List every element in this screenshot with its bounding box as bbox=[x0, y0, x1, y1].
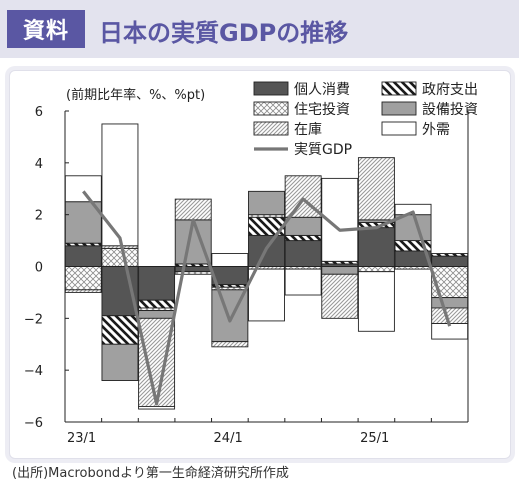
bar-segment-2-23-3 bbox=[138, 299, 176, 309]
bar-segment-3-23-2 bbox=[101, 247, 139, 267]
bar-segment-6-23-3 bbox=[138, 406, 176, 410]
legend-label-2: 政府支出 bbox=[422, 82, 478, 98]
bar-segment-4-24-2 bbox=[248, 190, 285, 216]
legend-swatch-2 bbox=[381, 81, 417, 96]
bar-segment-1-23-1 bbox=[64, 245, 102, 267]
bar-segment-1-25-3 bbox=[431, 255, 469, 267]
x-tick-label: 24/1 bbox=[214, 431, 243, 446]
gdp-line bbox=[82, 190, 452, 406]
y-tick-label: 6 bbox=[35, 105, 43, 120]
bar-segment-1-23-4 bbox=[174, 266, 212, 273]
bar-segment-6-24-1 bbox=[211, 253, 249, 267]
source-note: (出所)Macrobondより第一生命経済研究所作成 bbox=[12, 466, 289, 481]
legend-label-6: 外需 bbox=[422, 122, 450, 138]
bar-segment-3-23-4 bbox=[174, 271, 212, 275]
bar-segment-5-23-3 bbox=[138, 317, 176, 407]
bar-segment-4-25-3 bbox=[431, 297, 469, 309]
y-tick-label: −6 bbox=[24, 416, 43, 431]
x-tick-label: 23/1 bbox=[67, 431, 96, 446]
y-axis-label: (前期比年率、%、%pt) bbox=[66, 87, 205, 103]
material-tag: 資料 bbox=[7, 10, 85, 48]
header-bar: 資料 日本の実質GDPの推移 bbox=[0, 0, 519, 58]
y-tick-label: 2 bbox=[35, 209, 43, 224]
x-tick-label: 25/1 bbox=[360, 431, 389, 446]
bar-segment-4-24-3 bbox=[284, 216, 322, 236]
bar-segment-6-24-2 bbox=[248, 268, 285, 322]
legend-label-1: 個人消費 bbox=[294, 82, 350, 98]
bar-segment-2-25-3 bbox=[431, 253, 469, 257]
bar-segment-1-24-3 bbox=[284, 240, 322, 267]
legend-swatch-6 bbox=[381, 121, 417, 136]
legend-label-3: 住宅投資 bbox=[294, 102, 350, 118]
bar-segment-5-24-1 bbox=[211, 341, 249, 348]
legend-label-gdp: 実質GDP bbox=[294, 142, 352, 158]
y-tick-label: 4 bbox=[35, 157, 43, 172]
bar-segment-3-23-1 bbox=[64, 266, 102, 291]
bar-segment-1-25-1 bbox=[357, 227, 395, 267]
bar-segment-1-23-3 bbox=[138, 266, 176, 301]
page-title: 日本の実質GDPの推移 bbox=[99, 18, 349, 47]
bar-segment-4-23-3 bbox=[138, 310, 176, 319]
y-tick-label: 0 bbox=[35, 261, 43, 276]
legend-label-5: 在庫 bbox=[294, 121, 322, 138]
bar-segment-3-25-1 bbox=[357, 266, 395, 273]
bar-segment-4-24-4 bbox=[321, 266, 359, 275]
legend-swatch-4 bbox=[381, 101, 417, 116]
bar-segment-2-24-3 bbox=[284, 234, 322, 242]
bar-segment-6-23-1 bbox=[64, 175, 102, 203]
bar-segment-6-23-2 bbox=[101, 123, 139, 247]
legend-swatch-1 bbox=[253, 81, 289, 96]
bar-segment-4-25-2 bbox=[394, 214, 432, 242]
bar-segment-4-23-2 bbox=[101, 343, 139, 381]
bar-segment-5-23-4 bbox=[174, 198, 212, 221]
bar-segment-5-23-1 bbox=[64, 289, 102, 293]
y-tick-label: −4 bbox=[24, 364, 43, 379]
bar-segment-5-25-1 bbox=[357, 157, 395, 221]
legend-swatch-3 bbox=[253, 101, 289, 116]
bar-segment-2-23-2 bbox=[101, 315, 139, 345]
bar-segment-6-24-3 bbox=[284, 268, 322, 296]
y-tick-label: −2 bbox=[24, 312, 43, 327]
legend-swatch-5 bbox=[253, 121, 289, 136]
bar-segment-5-24-4 bbox=[321, 273, 359, 319]
legend-label-4: 設備投資 bbox=[422, 102, 478, 118]
bar-segment-6-25-1 bbox=[357, 271, 395, 332]
